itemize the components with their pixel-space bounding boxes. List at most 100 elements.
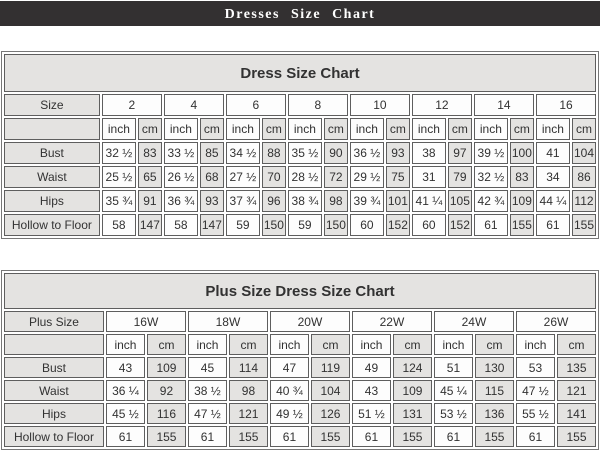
measurement-row: Hollow to Floor 58 147 58 147 59 150 59 150 60 152… (3, 214, 597, 236)
unit-header-cm: cm (385, 118, 410, 140)
value-cm: 155 (228, 426, 268, 447)
value-inch: 45 ¼ (433, 380, 473, 401)
unit-header-inch: inch (163, 118, 198, 140)
unit-header-inch: inch (515, 334, 555, 355)
unit-header-inch: inch (535, 118, 570, 140)
value-inch: 25 ½ (101, 166, 136, 188)
value-inch: 49 (351, 357, 391, 378)
value-cm: 155 (146, 426, 186, 447)
value-cm: 121 (228, 403, 268, 424)
value-cm: 65 (137, 166, 162, 188)
size-label-header: Size (3, 94, 100, 116)
value-inch: 37 ¾ (225, 190, 260, 212)
value-inch: 61 (187, 426, 227, 447)
table-title: Plus Size Dress Size Chart (3, 273, 597, 309)
unit-header-cm: cm (474, 334, 514, 355)
value-inch: 42 ¾ (473, 190, 508, 212)
value-inch: 33 ½ (163, 142, 198, 164)
unit-header-cm: cm (228, 334, 268, 355)
measurement-label: Waist (3, 380, 104, 401)
value-cm: 115 (474, 380, 514, 401)
value-cm: 85 (199, 142, 224, 164)
value-cm: 147 (137, 214, 162, 236)
value-inch: 38 (411, 142, 446, 164)
value-cm: 68 (199, 166, 224, 188)
unit-header-inch: inch (351, 334, 391, 355)
value-inch: 59 (225, 214, 260, 236)
measurement-label: Hips (3, 403, 104, 424)
value-inch: 53 (515, 357, 555, 378)
value-inch: 59 (287, 214, 322, 236)
unit-header-inch: inch (433, 334, 473, 355)
value-inch: 41 (535, 142, 570, 164)
value-cm: 75 (385, 166, 410, 188)
unit-header-inch: inch (411, 118, 446, 140)
size-column-header: 22W (351, 311, 432, 332)
value-inch: 44 ¼ (535, 190, 570, 212)
value-inch: 61 (473, 214, 508, 236)
value-cm: 96 (261, 190, 286, 212)
unit-header-cm: cm (137, 118, 162, 140)
unit-row-spacer (3, 118, 100, 140)
value-inch: 32 ½ (473, 166, 508, 188)
unit-header-cm: cm (571, 118, 597, 140)
value-inch: 29 ½ (349, 166, 384, 188)
value-cm: 72 (323, 166, 348, 188)
value-inch: 61 (433, 426, 473, 447)
value-cm: 141 (556, 403, 597, 424)
plus-size-dress-size-chart-table: Plus Size Dress Size Chart Plus Size 16W 18… (0, 270, 600, 450)
size-column-header: 4 (163, 94, 224, 116)
unit-header-inch: inch (287, 118, 322, 140)
value-inch: 38 ¾ (287, 190, 322, 212)
value-cm: 112 (571, 190, 597, 212)
value-cm: 150 (261, 214, 286, 236)
value-cm: 147 (199, 214, 224, 236)
value-inch: 36 ½ (349, 142, 384, 164)
size-column-header: 16W (105, 311, 186, 332)
value-cm: 114 (228, 357, 268, 378)
value-cm: 130 (474, 357, 514, 378)
value-cm: 150 (323, 214, 348, 236)
value-cm: 91 (137, 190, 162, 212)
size-column-header: 10 (349, 94, 410, 116)
value-cm: 116 (146, 403, 186, 424)
value-inch: 38 ½ (187, 380, 227, 401)
value-cm: 119 (310, 357, 350, 378)
measurement-label: Hips (3, 190, 100, 212)
value-cm: 92 (146, 380, 186, 401)
value-inch: 39 ¾ (349, 190, 384, 212)
value-cm: 86 (571, 166, 597, 188)
value-cm: 109 (392, 380, 432, 401)
value-inch: 27 ½ (225, 166, 260, 188)
value-inch: 43 (105, 357, 145, 378)
value-cm: 83 (137, 142, 162, 164)
value-cm: 104 (571, 142, 597, 164)
measurement-row: Bust 43 109 45 114 47 119 49 124 51 130 53 135 (3, 357, 597, 378)
value-cm: 100 (509, 142, 534, 164)
measurement-row: Hips 45 ½ 116 47 ½ 121 49 ½ 126 51 ½ 131 53 ½ 136 5… (3, 403, 597, 424)
unit-header-cm: cm (310, 334, 350, 355)
page-banner: Dresses Size Chart (0, 1, 600, 26)
size-column-header: 6 (225, 94, 286, 116)
value-inch: 41 ¼ (411, 190, 446, 212)
value-inch: 39 ½ (473, 142, 508, 164)
dress-size-chart-table: Dress Size Chart Size 2 4 6 8 10 12 14 16 inch cm in… (0, 51, 600, 239)
table-title: Dress Size Chart (3, 54, 597, 92)
size-column-header: 2 (101, 94, 162, 116)
measurement-row: Bust 32 ½ 83 33 ½ 85 34 ½ 88 35 ½ 90 36 ½ 93 38 97 39… (3, 142, 597, 164)
unit-header-cm: cm (556, 334, 597, 355)
value-inch: 51 ½ (351, 403, 391, 424)
size-label-header: Plus Size (3, 311, 104, 332)
unit-header-cm: cm (447, 118, 472, 140)
banner-title: Dresses Size Chart (224, 7, 376, 22)
value-cm: 88 (261, 142, 286, 164)
unit-header-cm: cm (261, 118, 286, 140)
unit-header-inch: inch (473, 118, 508, 140)
value-cm: 124 (392, 357, 432, 378)
measurement-row: Waist 25 ½ 65 26 ½ 68 27 ½ 70 28 ½ 72 29 ½ 75 31 79 3… (3, 166, 597, 188)
value-inch: 61 (535, 214, 570, 236)
value-cm: 79 (447, 166, 472, 188)
unit-header-inch: inch (269, 334, 309, 355)
value-inch: 47 ½ (515, 380, 555, 401)
value-cm: 155 (474, 426, 514, 447)
